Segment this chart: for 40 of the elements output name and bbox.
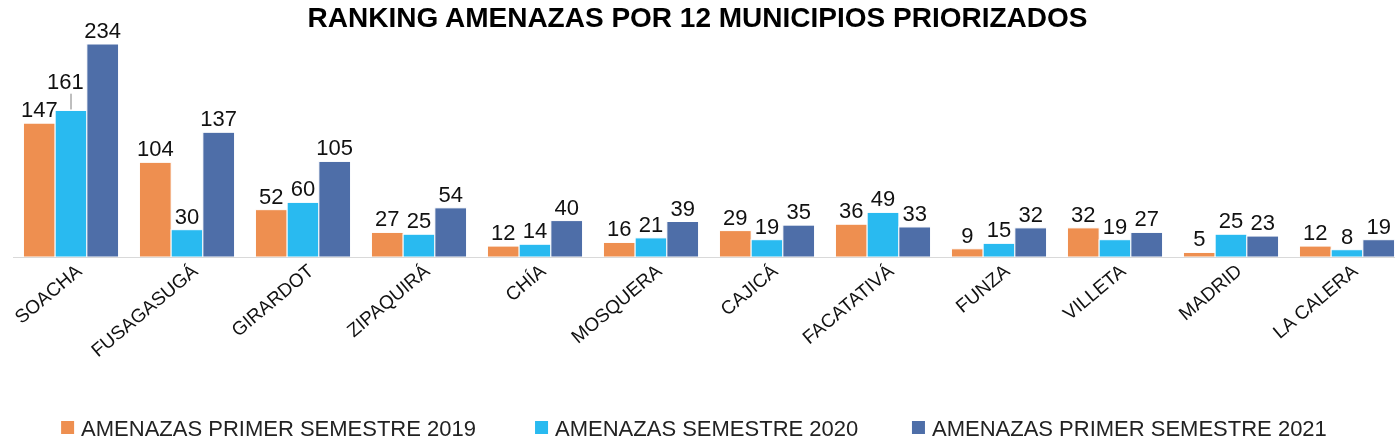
- data-label: 32: [1071, 201, 1096, 227]
- data-label: 14: [522, 218, 548, 244]
- data-label: 32: [1018, 201, 1043, 227]
- data-label: 33: [902, 200, 927, 226]
- data-label: 147: [20, 97, 58, 123]
- data-label: 15: [986, 217, 1012, 243]
- legend-label: AMENAZAS SEMESTRE 2020: [555, 416, 859, 441]
- data-label: 19: [754, 213, 780, 239]
- data-label: 40: [554, 194, 579, 220]
- data-label: 104: [136, 136, 174, 162]
- data-label: 54: [438, 181, 463, 207]
- data-label: 105: [316, 135, 354, 161]
- data-label: 21: [638, 211, 664, 237]
- data-label: 19: [1102, 213, 1128, 239]
- data-label: 25: [1218, 208, 1244, 234]
- data-label: 52: [259, 183, 284, 209]
- data-label: 30: [174, 203, 200, 229]
- chart-title: RANKING AMENAZAS POR 12 MUNICIPIOS PRIORIZADOS: [307, 2, 1088, 33]
- data-label: 49: [870, 186, 896, 212]
- data-label: 234: [84, 18, 122, 43]
- data-label: 8: [1340, 223, 1354, 249]
- data-label: 9: [961, 222, 974, 248]
- data-label: 5: [1193, 226, 1206, 252]
- data-label: 36: [839, 198, 864, 224]
- data-label: 137: [200, 106, 238, 132]
- data-label: 39: [670, 195, 695, 221]
- data-label: 16: [607, 216, 632, 242]
- data-label: 161: [47, 68, 84, 94]
- legend-label: AMENAZAS PRIMER SEMESTRE 2021: [931, 416, 1327, 441]
- data-label: 35: [786, 199, 811, 225]
- legend-label: AMENAZAS PRIMER SEMESTRE 2019: [81, 416, 476, 441]
- data-label: 23: [1250, 210, 1275, 236]
- data-label: 25: [406, 208, 432, 234]
- data-label: 12: [1303, 220, 1328, 246]
- data-label: 29: [723, 204, 748, 230]
- data-label: 12: [491, 220, 516, 246]
- data-label: 27: [375, 206, 400, 232]
- data-label: 19: [1366, 213, 1391, 239]
- data-label: 27: [1134, 206, 1159, 232]
- data-label: 60: [290, 176, 316, 202]
